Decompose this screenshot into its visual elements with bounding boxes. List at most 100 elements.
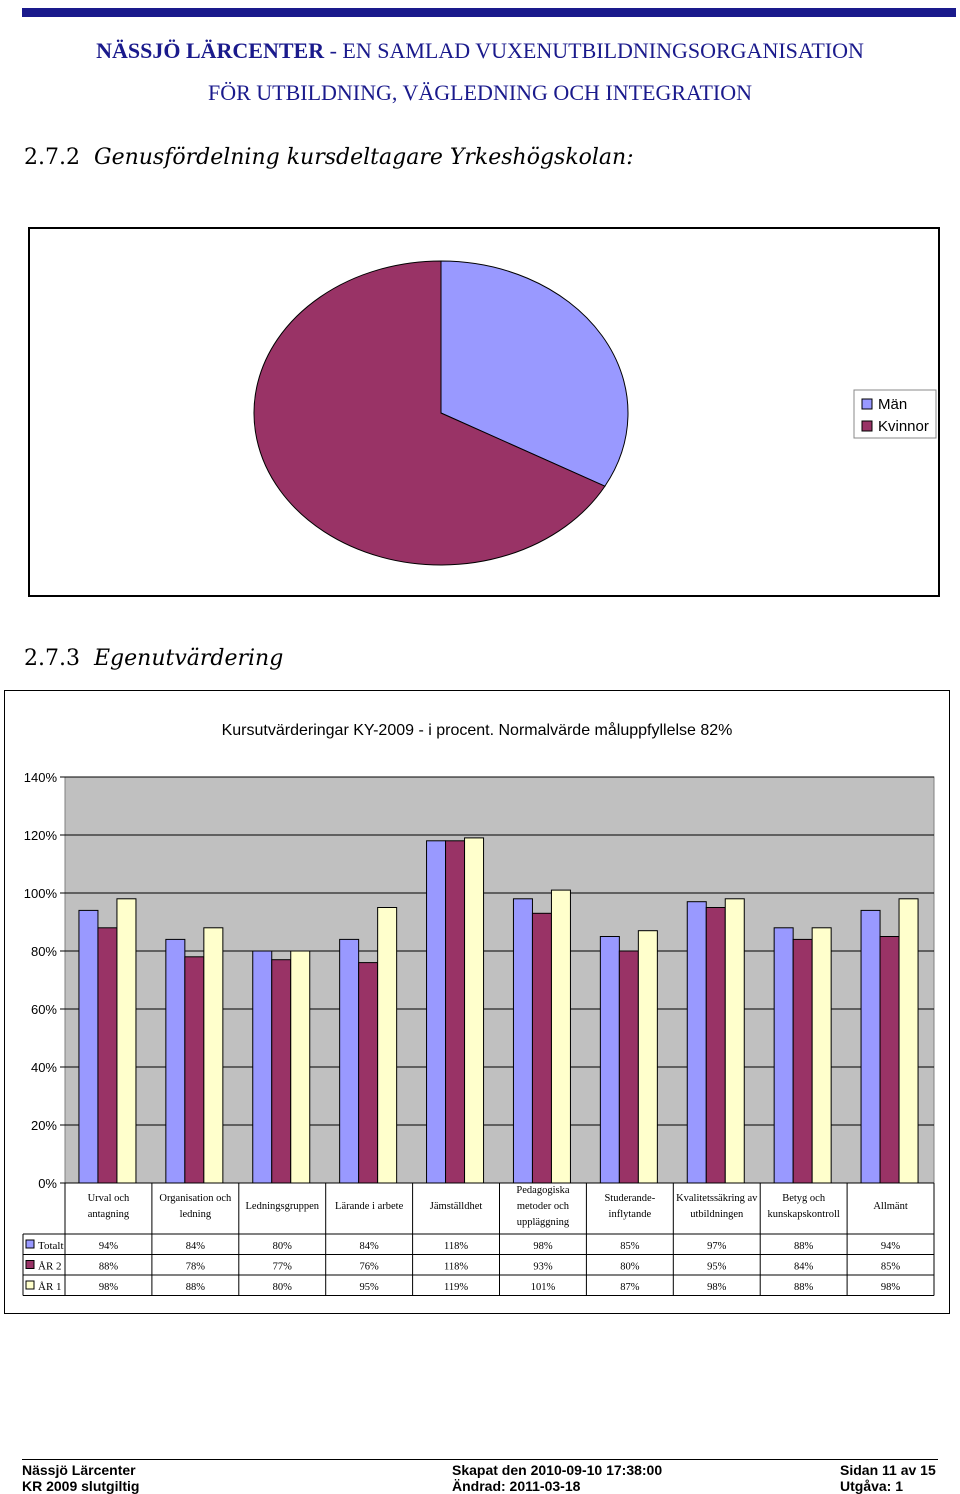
category-label: Studerande-: [604, 1193, 655, 1204]
table-value: 94%: [99, 1241, 119, 1252]
table-value: 78%: [186, 1262, 206, 1273]
table-value: 98%: [707, 1282, 727, 1293]
table-value: 87%: [620, 1282, 640, 1293]
footer-rule: [22, 1459, 938, 1460]
bar-totalt: [426, 840, 447, 1184]
y-tick-label: 60%: [31, 1002, 57, 1017]
bar-år-1: [116, 898, 137, 1184]
bar-totalt: [773, 927, 794, 1184]
table-value: 88%: [99, 1262, 119, 1273]
table-legend-swatch: [25, 1260, 35, 1269]
table-value: 80%: [620, 1262, 640, 1273]
bar-totalt: [599, 936, 620, 1184]
bar-år-2: [879, 936, 900, 1184]
bar-totalt: [860, 909, 881, 1184]
bar-chart-title: Kursutvärderingar KY-2009 - i procent. N…: [222, 721, 733, 739]
pie-slice-1: [440, 260, 629, 487]
y-tick-label: 20%: [31, 1118, 57, 1133]
table-value: 118%: [444, 1241, 468, 1252]
table-value: 93%: [533, 1262, 553, 1273]
bar-år-2: [531, 912, 552, 1184]
y-tick-label: 120%: [24, 828, 58, 843]
category-label: ledning: [180, 1209, 212, 1220]
bar-totalt: [512, 898, 533, 1184]
header-subtitle: FÖR UTBILDNING, VÄGLEDNING OCH INTEGRATI…: [207, 80, 753, 105]
category-label: Organisation och: [159, 1193, 232, 1204]
footer-page: Sidan 11 av 15: [840, 1462, 936, 1478]
bar-år-2: [792, 938, 813, 1184]
bar-år-1: [637, 930, 658, 1184]
bar-totalt: [252, 950, 273, 1184]
table-series-name: ÅR 1: [38, 1281, 62, 1293]
table-value: 95%: [360, 1282, 380, 1293]
table-value: 118%: [444, 1262, 468, 1273]
bar-år-1: [464, 837, 485, 1184]
y-tick-label: 0%: [38, 1176, 57, 1191]
category-label: Kvalitetssäkring av: [676, 1193, 758, 1204]
table-value: 88%: [794, 1241, 814, 1252]
table-value: 119%: [444, 1282, 468, 1293]
y-tick-label: 40%: [31, 1060, 57, 1075]
category-label: Betyg och: [782, 1193, 826, 1204]
table-value: 84%: [794, 1262, 814, 1273]
header-org-description: - EN SAMLAD VUXENUTBILDNINGSORGANISATION: [324, 38, 864, 63]
table-legend-swatch: [25, 1239, 35, 1249]
footer-org: Nässjö Lärcenter: [22, 1462, 136, 1478]
bar-år-2: [445, 840, 466, 1184]
table-value: 98%: [881, 1282, 901, 1293]
bar-år-1: [290, 950, 311, 1184]
category-label: utbildningen: [690, 1209, 744, 1220]
bar-totalt: [165, 938, 186, 1184]
table-value: 98%: [99, 1282, 119, 1293]
bar-totalt: [78, 909, 99, 1184]
footer-created: Skapat den 2010-09-10 17:38:00: [452, 1462, 663, 1478]
bar-år-2: [184, 956, 205, 1184]
table-value: 95%: [707, 1262, 727, 1273]
footer-doc: KR 2009 slutgiltig: [22, 1478, 140, 1494]
section-number: 2.7.3: [24, 646, 80, 671]
table-value: 85%: [881, 1262, 901, 1273]
table-value: 76%: [360, 1262, 380, 1273]
pie-legend-swatch: [861, 420, 873, 432]
category-label: Allmänt: [873, 1201, 907, 1212]
table-value: 85%: [620, 1241, 640, 1252]
category-label: Jämställdhet: [430, 1201, 483, 1212]
footer-changed: Ändrad: 2011-03-18: [452, 1478, 581, 1494]
table-value: 80%: [273, 1241, 293, 1252]
header-bar: [22, 8, 956, 17]
bar-totalt: [339, 938, 360, 1184]
category-label: Ledningsgruppen: [246, 1201, 320, 1212]
table-series-name: ÅR 2: [38, 1261, 62, 1273]
bar-chart: Kursutvärderingar KY-2009 - i procent. N…: [22, 721, 935, 1296]
table-value: 101%: [531, 1282, 556, 1293]
bar-år-1: [203, 927, 224, 1184]
section-number: 2.7.2: [24, 145, 80, 170]
bar-år-1: [377, 907, 398, 1184]
bar-år-2: [618, 950, 639, 1184]
category-label: metoder och: [517, 1201, 570, 1212]
category-label: uppläggning: [517, 1217, 570, 1228]
section-title: Genusfördelning kursdeltagare Yrkeshögsk…: [94, 145, 634, 170]
bar-år-2: [97, 927, 118, 1184]
category-label: kunskapskontroll: [767, 1209, 839, 1220]
section-heading-gender: 2.7.2 Genusfördelning kursdeltagare Yrkes…: [24, 145, 634, 170]
table-value: 77%: [273, 1262, 293, 1273]
bar-år-2: [358, 962, 379, 1184]
table-legend-swatch: [25, 1280, 35, 1290]
category-label: antagning: [88, 1209, 130, 1220]
header-title: NÄSSJÖ LÄRCENTER - EN SAMLAD VUXENUTBILD…: [0, 38, 960, 64]
category-label: Lärande i arbete: [335, 1201, 404, 1212]
table-value: 80%: [273, 1282, 293, 1293]
table-value: 88%: [794, 1282, 814, 1293]
pie-slice-2: [253, 260, 606, 566]
section-heading-evaluation: 2.7.3 Egenutvärdering: [24, 646, 283, 671]
y-tick-label: 80%: [31, 944, 57, 959]
table-value: 94%: [881, 1241, 901, 1252]
table-value: 84%: [186, 1241, 206, 1252]
bar-år-1: [811, 927, 832, 1184]
bar-år-2: [271, 959, 292, 1184]
bar-totalt: [686, 901, 707, 1184]
y-tick-label: 140%: [24, 770, 58, 785]
pie-legend-swatch: [861, 398, 873, 410]
y-tick-label: 100%: [24, 886, 58, 901]
